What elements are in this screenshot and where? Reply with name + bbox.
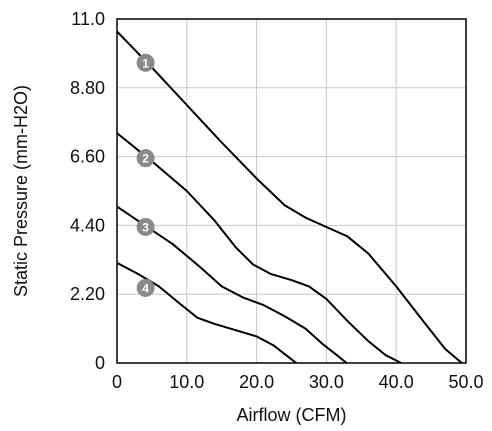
grid (117, 19, 466, 363)
curve-marker-3 (136, 217, 155, 236)
y-tick-label: 8.80 (70, 78, 105, 98)
curve-marker-4 (136, 278, 155, 297)
curve-marker-1 (136, 53, 155, 72)
y-tick-label: 2.20 (70, 284, 105, 304)
y-tick-label: 0 (95, 353, 105, 373)
x-tick-label: 40.0 (379, 372, 414, 392)
x-tick-label: 20.0 (239, 372, 274, 392)
x-tick-label: 0 (112, 372, 122, 392)
tick-labels: 0 10.0 20.0 30.0 40.0 50.002.204.406.608.8011… (70, 9, 484, 392)
curve-1 (116, 30, 463, 364)
y-tick-label: 4.40 (70, 215, 105, 235)
curve-3 (116, 205, 348, 364)
curve-2 (116, 132, 402, 364)
x-tick-label: 30.0 (309, 372, 344, 392)
x-tick-label: 10.0 (169, 372, 204, 392)
curve-marker-label-2: 2 (142, 152, 149, 166)
plot-area-frame (116, 18, 467, 364)
x-axis-title: Airflow (CFM) (237, 405, 347, 425)
x-tick-label: 50.0 (448, 372, 483, 392)
curve-4 (116, 262, 297, 364)
curve-marker-label-4: 4 (142, 281, 149, 295)
y-axis-title: Static Pressure (mm-H2O) (11, 85, 31, 297)
curve-marker-2 (136, 149, 155, 168)
curve-marker-label-3: 3 (142, 220, 149, 234)
curve-marker-label-1: 1 (142, 56, 149, 70)
y-tick-label: 11.0 (71, 9, 105, 29)
y-tick-label: 6.60 (70, 147, 105, 167)
curves: 1 2 3 4 (116, 30, 463, 364)
